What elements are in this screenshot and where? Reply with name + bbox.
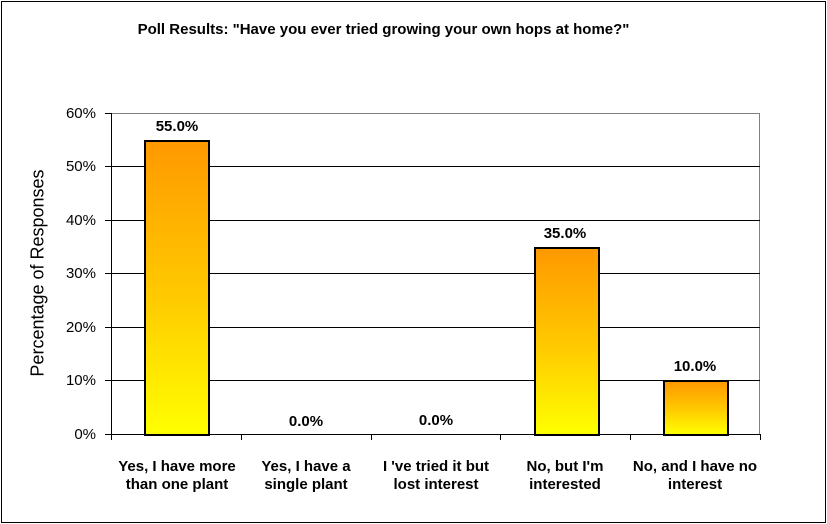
x-tick-mark <box>111 434 112 440</box>
y-tick-label: 50% <box>65 158 96 175</box>
y-tick-mark <box>105 380 111 381</box>
y-tick-label: 0% <box>74 426 96 443</box>
bar-more-than-one-plant <box>144 140 210 436</box>
x-tick-mark <box>371 434 372 440</box>
y-tick-mark <box>105 166 111 167</box>
bar-value-label: 55.0% <box>155 118 199 135</box>
y-tick-mark <box>105 220 111 221</box>
y-tick-label: 40% <box>65 212 96 229</box>
x-tick-mark <box>630 434 631 440</box>
y-tick-mark <box>105 273 111 274</box>
x-tick-mark <box>241 434 242 440</box>
category-label: I 've tried it but lost interest <box>382 458 490 493</box>
x-tick-mark <box>760 434 761 440</box>
y-tick-label: 60% <box>65 105 96 122</box>
y-tick-mark <box>105 113 111 114</box>
gridline-30 <box>111 273 760 274</box>
x-axis-line <box>111 434 761 435</box>
bar-no-interest <box>663 380 729 436</box>
chart-title-text: Poll Results: "Have you ever tried growi… <box>137 21 630 38</box>
category-label: No, and I have no interest <box>632 458 758 493</box>
bar-value-label: 10.0% <box>673 358 717 375</box>
category-label: Yes, I have more than one plant <box>118 458 236 493</box>
y-tick-mark <box>105 327 111 328</box>
bar-value-label: 0.0% <box>288 413 324 430</box>
bar-value-label: 35.0% <box>543 225 587 242</box>
y-tick-mark <box>105 434 111 435</box>
bar-interested <box>534 247 600 436</box>
y-tick-label: 30% <box>65 265 96 282</box>
bar-value-label: 0.0% <box>418 412 454 429</box>
y-tick-label: 20% <box>65 319 96 336</box>
gridline-40 <box>111 220 760 221</box>
chart-title: Poll Results: "Have you ever tried growi… <box>0 21 827 38</box>
x-tick-mark <box>500 434 501 440</box>
gridline-50 <box>111 166 760 167</box>
category-label: No, but I'm interested <box>526 458 604 493</box>
gridline-20 <box>111 327 760 328</box>
y-axis-line <box>111 113 112 435</box>
category-label: Yes, I have a single plant <box>261 458 351 493</box>
gridline-10 <box>111 380 760 381</box>
y-tick-label: 10% <box>65 372 96 389</box>
